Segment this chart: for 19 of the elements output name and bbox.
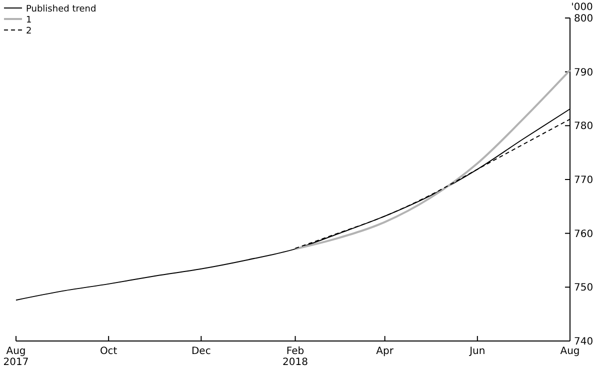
y-tick-label: 770 — [574, 175, 594, 186]
y-tick-label: 760 — [574, 228, 594, 240]
x-tick-label: Aug 2017 — [3, 346, 29, 368]
x-tick-label: Apr — [376, 346, 394, 357]
y-axis-title: '000 — [571, 2, 593, 13]
x-tick-label: Aug — [560, 346, 580, 357]
legend-label: 1 — [26, 16, 32, 26]
legend-label: 2 — [26, 26, 32, 36]
y-tick-label: 790 — [574, 67, 594, 78]
x-tick-label: Oct — [100, 346, 118, 357]
y-tick-label: 800 — [574, 14, 594, 24]
y-tick-label: 750 — [574, 282, 594, 294]
y-tick-label: 780 — [574, 121, 594, 132]
x-tick-label: Feb 2018 — [282, 346, 308, 368]
x-tick-label: Jun — [468, 346, 486, 357]
legend-label: Published trend — [26, 4, 96, 14]
x-tick-label: Dec — [191, 346, 211, 357]
line-series — [294, 69, 571, 250]
y-tick-label: 740 — [574, 336, 594, 348]
